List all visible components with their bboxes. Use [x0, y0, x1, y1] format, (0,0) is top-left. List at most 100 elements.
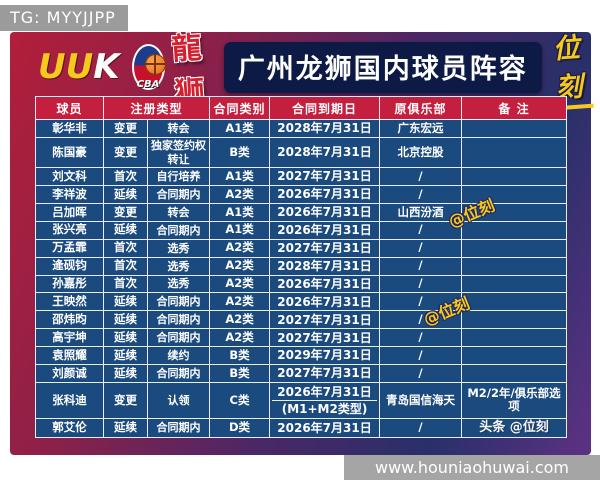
corner-watermark: 头条 @位刻 [479, 420, 549, 436]
cell-remark: M2/2年/俱乐部选项 [461, 382, 568, 419]
cell-player: 陈国豪 [35, 136, 104, 169]
cell-player: 孙嘉彤 [35, 274, 104, 294]
cell-player: 王映然 [35, 292, 104, 312]
uuk-letter: U [38, 47, 66, 87]
cell-player: 彰华非 [35, 119, 104, 138]
table-row: 刘颜诚 延续 合同期内 B类 2027年7月31日 / [35, 364, 568, 384]
cell-player: 吕加晖 [35, 202, 104, 222]
table-row: 高宇坤 延续 合同期内 A2类 2027年7月31日 / [35, 328, 568, 348]
cell-reg-type: 延续 [103, 417, 148, 439]
cell-reg-method: 自行培养 [146, 167, 211, 187]
table-row: 孙嘉彤 首次 选秀 A2类 2026年7月31日 / [35, 274, 568, 294]
cell-former-club: / [379, 364, 463, 384]
cell-contract-cat: A2类 [209, 292, 271, 312]
cell-remark [461, 310, 568, 330]
cell-expiry: 2028年7月31日 [269, 256, 381, 276]
cell-remark [461, 185, 568, 204]
cell-reg-method: 独家签约权转让 [146, 136, 211, 169]
cell-player: 逄砚钧 [35, 256, 104, 276]
cell-remark [461, 119, 568, 138]
table-row: 李祥波 延续 合同期内 A2类 2026年7月31日 / [35, 185, 568, 204]
cell-remark [461, 292, 568, 312]
cell-expiry: 2026年7月31日 [269, 202, 381, 222]
cell-reg-type: 延续 [103, 328, 148, 348]
cell-reg-method: 选秀 [146, 256, 211, 276]
cell-expiry: 2027年7月31日 [269, 328, 381, 348]
cell-reg-type: 延续 [103, 364, 148, 384]
cell-reg-type: 变更 [103, 382, 148, 419]
cell-remark [461, 238, 568, 258]
cell-player: 张兴亮 [35, 220, 104, 240]
cell-remark: 头条 @位刻 [461, 417, 568, 439]
cell-expiry: 2026年7月31日 [269, 220, 381, 240]
page-title: 广州龙狮国内球员阵容 [223, 41, 542, 93]
col-header-player: 球员 [35, 96, 104, 120]
col-header-contract-cat: 合同类别 [209, 96, 271, 120]
expiry-line-2: (M1+M2类型) [272, 399, 378, 416]
cell-former-club: 北京控股 [379, 136, 463, 169]
cell-contract-cat: B类 [209, 364, 271, 384]
cell-reg-method: 合同期内 [146, 364, 211, 384]
cell-remark [461, 328, 568, 348]
cell-reg-type: 变更 [103, 202, 148, 222]
table-row: 刘文科 首次 自行培养 A1类 2027年7月31日 / [35, 167, 568, 187]
table-row: 邵炜昀 延续 合同期内 A2类 2027年7月31日 / [35, 310, 568, 330]
cell-remark [461, 167, 568, 187]
cell-contract-cat: A1类 [209, 220, 271, 240]
cell-expiry: 2027年7月31日 [269, 310, 381, 330]
cell-reg-type: 延续 [103, 292, 148, 312]
cell-contract-cat: A1类 [209, 202, 271, 222]
cell-former-club: / [379, 167, 463, 187]
table-row: 彰华非 变更 转会 A1类 2028年7月31日 广东宏远 [35, 119, 568, 138]
cell-former-club: / [379, 185, 463, 204]
cell-contract-cat: A1类 [209, 119, 271, 138]
cell-expiry: 2028年7月31日 [269, 136, 381, 169]
cell-reg-type: 延续 [103, 310, 148, 330]
cell-former-club: / [379, 310, 463, 330]
cell-expiry: 2026年7月31日 [269, 185, 381, 204]
cell-reg-method: 合同期内 [146, 328, 211, 348]
cell-reg-method: 合同期内 [146, 185, 211, 204]
cell-remark [461, 256, 568, 276]
cell-reg-method: 合同期内 [146, 220, 211, 240]
cell-reg-method: 转会 [146, 202, 211, 222]
cell-remark [461, 220, 568, 240]
cell-expiry: 2026年7月31日 (M1+M2类型) [269, 382, 381, 419]
cell-player: 张科迪 [35, 382, 104, 419]
cell-former-club: / [379, 220, 463, 240]
cell-reg-method: 合同期内 [146, 417, 211, 439]
cell-reg-type: 变更 [103, 119, 148, 138]
col-header-reg-type: 注册类型 [102, 96, 211, 120]
cell-former-club: 广东宏远 [379, 119, 463, 138]
cell-player: 袁照耀 [35, 346, 104, 366]
cell-expiry: 2026年7月31日 [269, 274, 381, 294]
col-header-expiry: 合同到期日 [269, 96, 381, 120]
cell-contract-cat: A2类 [209, 238, 271, 258]
website-watermark-badge: www.houniaohuwai.com [344, 455, 600, 480]
table-row: 王映然 延续 合同期内 A2类 2026年7月31日 / [35, 292, 568, 312]
table-row: 张科迪 变更 认领 C类 2026年7月31日 (M1+M2类型) 青岛国信海天 M2/2年/… [35, 382, 568, 419]
cell-reg-method: 合同期内 [146, 310, 211, 330]
col-header-former-club: 原俱乐部 [379, 96, 463, 120]
cell-contract-cat: D类 [209, 417, 271, 439]
cell-reg-type: 首次 [103, 167, 148, 187]
cell-player: 刘颜诚 [35, 364, 104, 384]
cell-player: 郭艾伦 [35, 417, 104, 439]
table-header-row: 球员 注册类型 合同类别 合同到期日 原俱乐部 备 注 [35, 96, 568, 120]
cell-former-club: / [379, 328, 463, 348]
table-row: 万孟霏 首次 选秀 A2类 2027年7月31日 / [35, 238, 568, 258]
col-header-remark: 备 注 [461, 96, 568, 120]
cell-contract-cat: A2类 [209, 256, 271, 276]
cell-contract-cat: B类 [209, 346, 271, 366]
cell-former-club: / [379, 417, 463, 439]
uuk-letter: K [93, 47, 120, 87]
cell-remark [461, 364, 568, 384]
cell-player: 高宇坤 [35, 328, 104, 348]
cell-former-club: / [379, 346, 463, 366]
cell-reg-method: 续约 [146, 346, 211, 366]
expiry-line-1: 2026年7月31日 [277, 384, 372, 399]
poster-header: U U K CBA 龍狮 广州龙狮国内球员阵容 位刻 [10, 24, 594, 111]
table-row: 吕加晖 变更 转会 A1类 2026年7月31日 山西汾酒 [35, 202, 568, 222]
cell-expiry: 2027年7月31日 [269, 167, 381, 187]
cell-reg-type: 首次 [103, 256, 148, 276]
